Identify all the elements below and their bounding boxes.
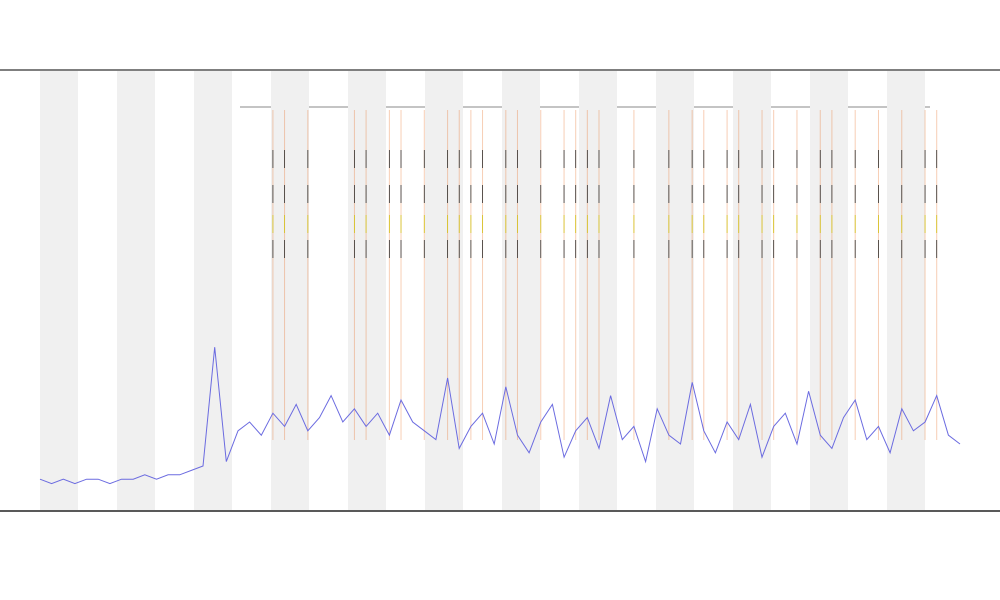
bands — [40, 71, 925, 510]
band — [425, 71, 463, 510]
band — [656, 71, 694, 510]
band — [810, 71, 848, 510]
band — [194, 71, 232, 510]
plot — [39, 110, 961, 485]
band — [117, 71, 155, 510]
band — [348, 71, 386, 510]
band — [40, 71, 78, 510]
band — [271, 71, 309, 510]
band — [579, 71, 617, 510]
series-line — [39, 347, 961, 485]
band — [502, 71, 540, 510]
band — [887, 71, 925, 510]
